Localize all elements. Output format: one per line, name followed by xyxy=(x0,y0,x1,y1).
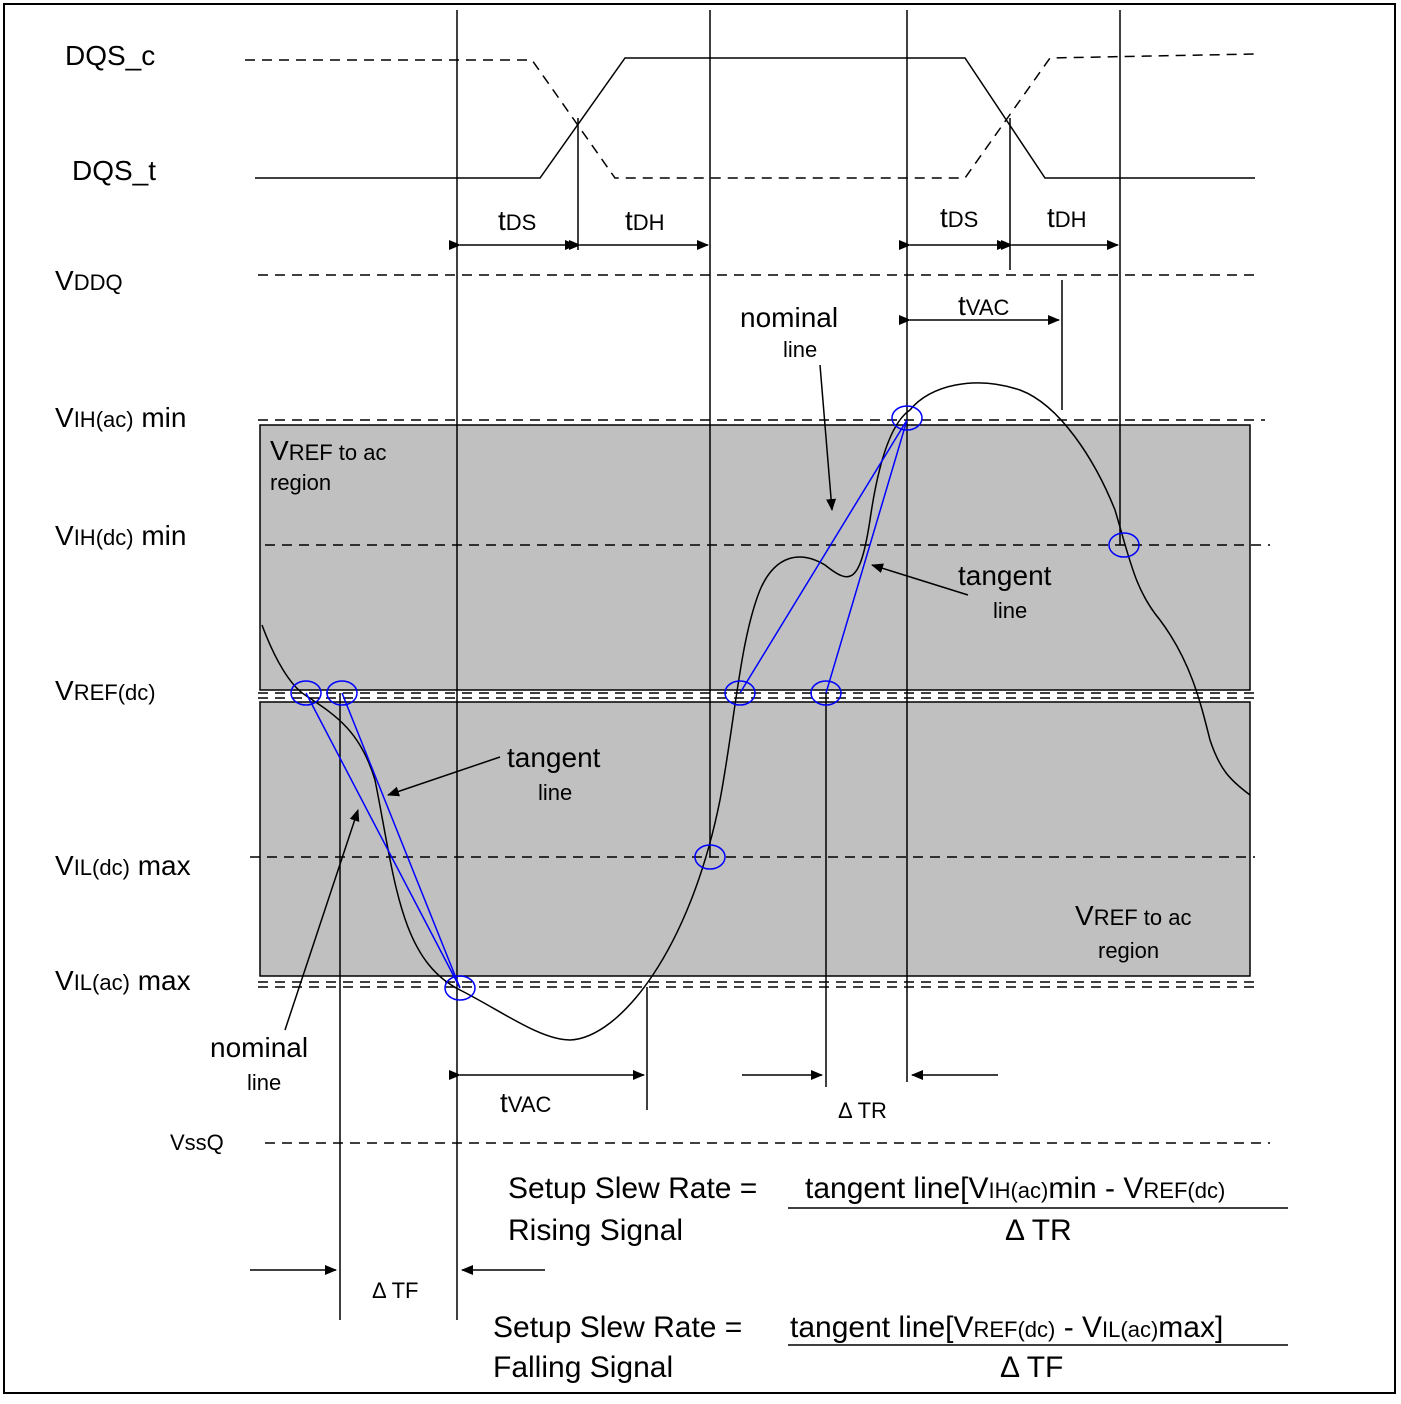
tvac-label-lower: tVAC xyxy=(500,1087,551,1118)
dqs-t-solid xyxy=(255,57,1255,179)
vil-ac-max-label: VIL(ac) max xyxy=(55,965,191,996)
tangent-label-lower: tangent xyxy=(507,742,601,773)
region-label-lower-line2: region xyxy=(1098,938,1159,963)
falling-formula-numerator: tangent line[VREF(dc) - VIL(ac)max] xyxy=(790,1311,1223,1344)
tangent-line-label-lower: line xyxy=(538,780,572,805)
marker-circle xyxy=(444,975,476,1001)
marker-circle xyxy=(810,680,842,706)
nominal-label-lower: nominal xyxy=(210,1032,308,1063)
delta-tr-label: Δ TR xyxy=(838,1098,887,1123)
dqs-c-dashed xyxy=(245,53,1256,179)
nominal-line-pointer-lower xyxy=(284,809,360,1031)
tvac-label-upper: tVAC xyxy=(958,290,1009,321)
rising-formula-subtitle: Rising Signal xyxy=(508,1214,683,1247)
vih-ac-min-label: VIH(ac) min xyxy=(55,402,186,433)
region-label-upper-line1: VREF to ac xyxy=(270,435,387,466)
marker-circle xyxy=(290,680,322,706)
nominal-line-label-upper: line xyxy=(783,337,817,362)
marker-circle xyxy=(891,405,923,431)
vih-dc-min-label: VIH(dc) min xyxy=(55,520,186,551)
outer-frame xyxy=(3,3,1396,1394)
region-label-upper-line2: region xyxy=(270,470,331,495)
tangent-label-upper: tangent xyxy=(958,560,1052,591)
vref-to-ac-region-upper xyxy=(259,424,1251,691)
nominal-line-label-lower: line xyxy=(247,1070,281,1095)
marker-circle xyxy=(1108,532,1140,558)
rising-nominal-line xyxy=(739,419,908,694)
region-label-lower-line1: VREF to ac xyxy=(1075,900,1192,931)
tds-label-left: tDS xyxy=(498,205,536,236)
vddq-label: VDDQ xyxy=(55,265,123,296)
falling-formula-title: Setup Slew Rate = xyxy=(493,1311,742,1344)
rising-formula-denominator: Δ TR xyxy=(1005,1214,1072,1247)
falling-formula-denominator: Δ TF xyxy=(1000,1351,1063,1384)
marker-circle xyxy=(694,844,726,870)
input-signal-curve xyxy=(261,382,1251,1041)
tdh-label-left: tDH xyxy=(625,205,665,236)
rising-formula-numerator: tangent line[VIH(ac)min - VREF(dc) xyxy=(805,1172,1225,1205)
tdh-label-right: tDH xyxy=(1047,202,1087,233)
tangent-line-pointer-lower xyxy=(387,756,501,797)
tds-label-right: tDS xyxy=(940,202,978,233)
falling-tangent-line xyxy=(341,692,461,989)
marker-circle xyxy=(326,680,358,706)
vref-dc-label: VREF(dc) xyxy=(55,675,156,706)
dqs-c-label: DQS_c xyxy=(65,40,155,71)
rising-tangent-line xyxy=(825,419,908,694)
marker-circle xyxy=(724,680,756,706)
nominal-label-upper: nominal xyxy=(740,302,838,333)
delta-tf-label: Δ TF xyxy=(372,1278,418,1303)
rising-formula-title: Setup Slew Rate = xyxy=(508,1172,757,1205)
vil-dc-max-label: VIL(dc) max xyxy=(55,850,191,881)
falling-formula-subtitle: Falling Signal xyxy=(493,1351,673,1384)
tangent-line-label-upper: line xyxy=(993,598,1027,623)
vssq-label: VssQ xyxy=(170,1130,224,1155)
nominal-line-pointer-upper xyxy=(819,364,837,511)
dqs-t-label: DQS_t xyxy=(72,155,156,186)
vref-to-ac-region-lower xyxy=(259,701,1251,977)
falling-nominal-line xyxy=(305,692,461,989)
tangent-line-pointer-upper xyxy=(871,563,969,596)
